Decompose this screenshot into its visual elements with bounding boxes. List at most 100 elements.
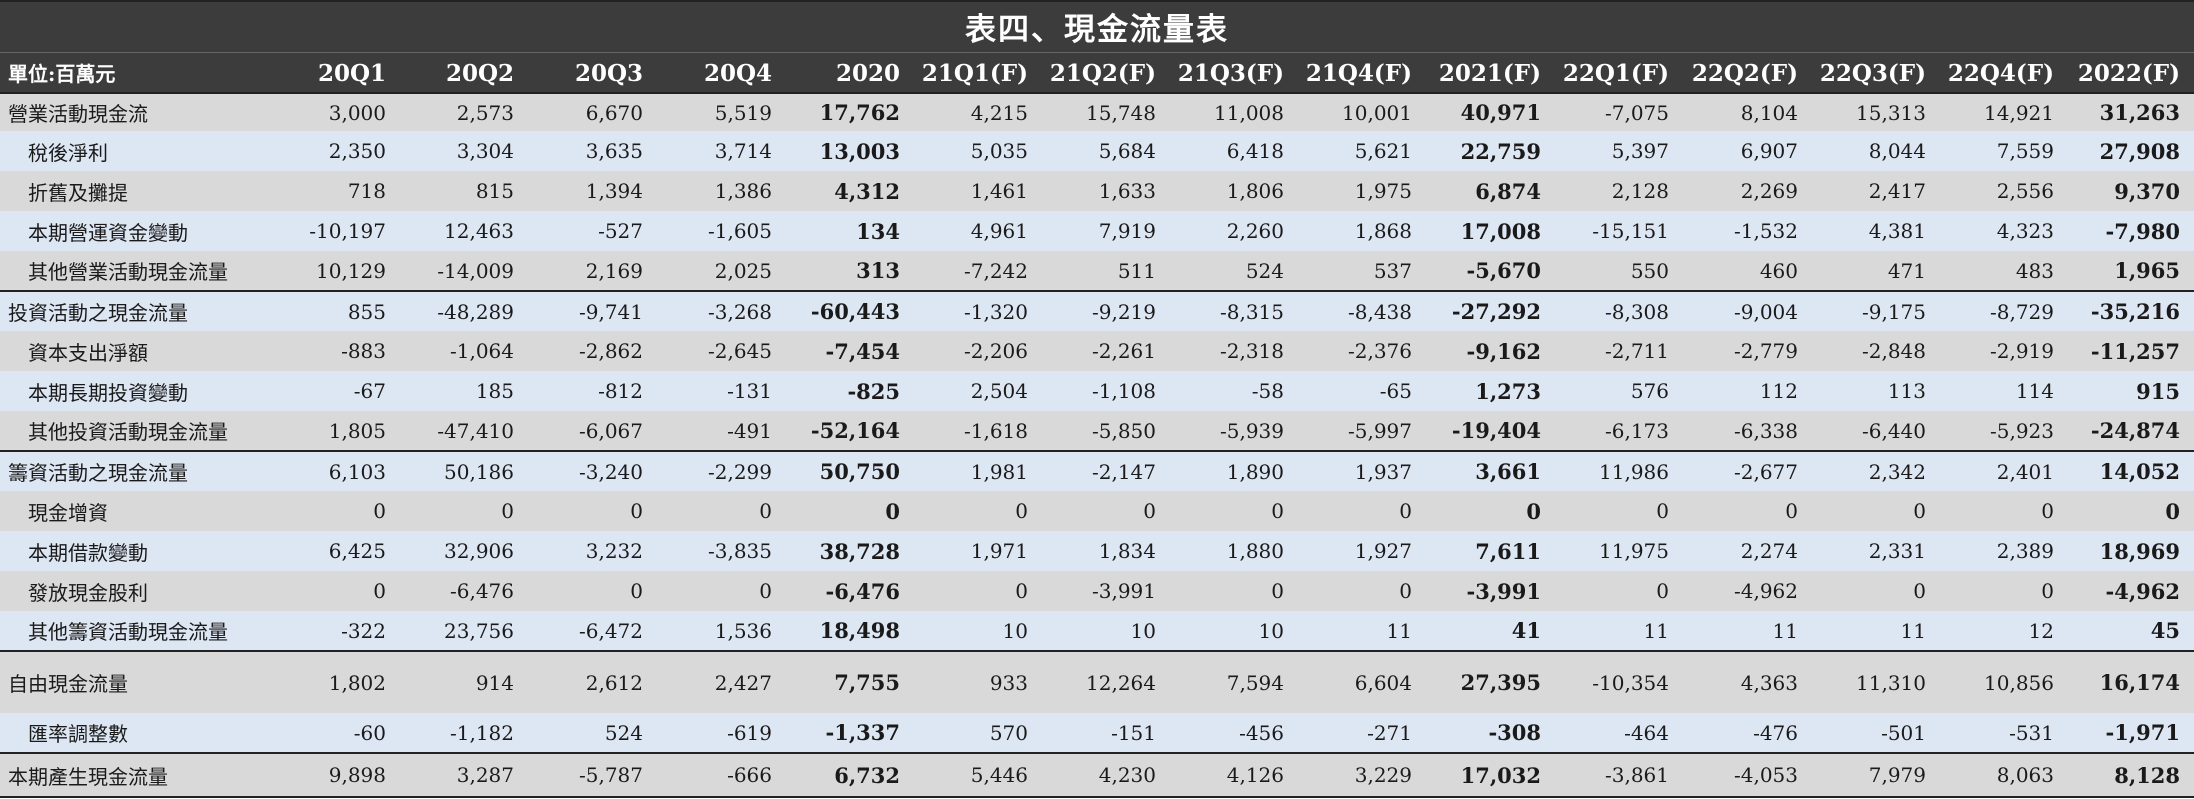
table-cell: 113 [1812, 371, 1940, 411]
table-cell: 22,759 [1426, 131, 1555, 171]
table-cell: -7,454 [786, 331, 914, 371]
table-cell: -6,472 [528, 611, 657, 651]
table-cell: -476 [1683, 713, 1812, 753]
table-row: 本期營運資金變動 -10,197 12,463 -527 -1,605 134 4,961 7… [0, 211, 2194, 251]
table-cell: 537 [1298, 251, 1426, 291]
table-cell: 185 [400, 371, 528, 411]
table-cell: -825 [786, 371, 914, 411]
row-label: 投資活動之現金流量 [0, 290, 280, 331]
table-row: 本期產生現金流量 9,898 3,287 -5,787 -666 6,732 5,446 4,… [0, 752, 2194, 798]
table-cell: -27,292 [1426, 290, 1555, 331]
table-cell: 6,425 [280, 531, 400, 571]
table-cell: -1,108 [1042, 371, 1170, 411]
table-cell: -5,670 [1426, 251, 1555, 291]
table-cell: -3,240 [528, 450, 657, 491]
table-cell: -1,532 [1683, 211, 1812, 251]
table-cell: 5,621 [1298, 131, 1426, 171]
table-cell: -5,939 [1170, 411, 1298, 451]
table-cell: 4,215 [914, 92, 1042, 131]
table-cell: 2,612 [528, 650, 657, 713]
table-cell: 0 [1042, 491, 1170, 531]
table-cell: -8,308 [1555, 290, 1683, 331]
table-body: 營業活動現金流 3,000 2,573 6,670 5,519 17,762 4,215 15… [0, 92, 2194, 798]
table-cell: -8,315 [1170, 290, 1298, 331]
table-cell: 4,961 [914, 211, 1042, 251]
table-row: 稅後淨利 2,350 3,304 3,635 3,714 13,003 5,035 5,684… [0, 131, 2194, 171]
table-row: 本期長期投資變動 -67 185 -812 -131 -825 2,504 -1,108 -58… [0, 371, 2194, 411]
column-header: 22Q4(F) [1947, 60, 2054, 87]
table-cell: -9,162 [1426, 331, 1555, 371]
row-label: 現金增資 [0, 491, 280, 531]
table-row: 自由現金流量 1,802 914 2,612 2,427 7,755 933 12,264 7,… [0, 650, 2194, 713]
table-cell: -4,053 [1683, 752, 1812, 798]
table-cell: 15,748 [1042, 92, 1170, 131]
table-row: 發放現金股利 0 -6,476 0 0 -6,476 0 -3,991 0 0 -3,991 0 -4,… [0, 571, 2194, 611]
table-cell: -5,923 [1940, 411, 2068, 451]
column-header: 21Q2(F) [1049, 60, 1156, 87]
table-cell: 471 [1812, 251, 1940, 291]
table-cell: 2,504 [914, 371, 1042, 411]
table-cell: -35,216 [2068, 290, 2194, 331]
table-cell: 17,762 [786, 92, 914, 131]
table-cell: 50,186 [400, 450, 528, 491]
table-cell: -7,242 [914, 251, 1042, 291]
table-cell: 18,969 [2068, 531, 2194, 571]
table-cell: 38,728 [786, 531, 914, 571]
table-cell: 8,063 [1940, 752, 2068, 798]
table-cell: -1,320 [914, 290, 1042, 331]
table-cell: 7,559 [1940, 131, 2068, 171]
table-cell: 18,498 [786, 611, 914, 651]
column-header: 21Q4(F) [1305, 60, 1412, 87]
table-cell: -2,299 [657, 450, 786, 491]
table-cell: 16,174 [2068, 650, 2194, 713]
table-cell: 0 [1812, 571, 1940, 611]
table-cell: 2,350 [280, 131, 400, 171]
table-cell: -666 [657, 752, 786, 798]
table-row: 現金增資 0 0 0 0 0 0 0 0 0 0 0 0 0 0 0 [0, 491, 2194, 531]
table-cell: 855 [280, 290, 400, 331]
column-header: 22Q3(F) [1819, 60, 1926, 87]
table-cell: -67 [280, 371, 400, 411]
table-cell: 11,986 [1555, 450, 1683, 491]
table-cell: 0 [1426, 491, 1555, 531]
table-cell: -6,067 [528, 411, 657, 451]
header-row: 單位:百萬元 20Q1 20Q2 20Q3 20Q4 2020 21Q1(F) 21Q2(F… [0, 52, 2194, 92]
table-cell: -9,004 [1683, 290, 1812, 331]
table-cell: 10 [914, 611, 1042, 651]
column-header: 20Q4 [703, 60, 772, 87]
table-cell: 0 [528, 571, 657, 611]
column-header: 2020 [835, 60, 900, 87]
table-cell: 0 [786, 491, 914, 531]
table-cell: 0 [400, 491, 528, 531]
table-cell: 0 [657, 571, 786, 611]
table-cell: 933 [914, 650, 1042, 713]
table-cell: 45 [2068, 611, 2194, 651]
table-cell: -456 [1170, 713, 1298, 753]
table-cell: 9,370 [2068, 171, 2194, 211]
table-cell: 12 [1940, 611, 2068, 651]
table-cell: -2,261 [1042, 331, 1170, 371]
column-header: 20Q1 [317, 60, 386, 87]
table-cell: -4,962 [2068, 571, 2194, 611]
table-cell: -2,919 [1940, 331, 2068, 371]
table-cell: 914 [400, 650, 528, 713]
table-cell: 0 [1555, 571, 1683, 611]
table-cell: 1,981 [914, 450, 1042, 491]
table-cell: 1,971 [914, 531, 1042, 571]
table-cell: -2,862 [528, 331, 657, 371]
table-cell: 31,263 [2068, 92, 2194, 131]
table-cell: -308 [1426, 713, 1555, 753]
table-cell: -47,410 [400, 411, 528, 451]
table-cell: 3,287 [400, 752, 528, 798]
table-cell: 114 [1940, 371, 2068, 411]
table-cell: -812 [528, 371, 657, 411]
table-cell: 6,670 [528, 92, 657, 131]
row-label: 匯率調整數 [0, 713, 280, 753]
table-cell: 50,750 [786, 450, 914, 491]
table-cell: 5,397 [1555, 131, 1683, 171]
column-header: 2022(F) [2077, 60, 2180, 87]
table-cell: 10,001 [1298, 92, 1426, 131]
table-cell: 15,313 [1812, 92, 1940, 131]
table-cell: -464 [1555, 713, 1683, 753]
